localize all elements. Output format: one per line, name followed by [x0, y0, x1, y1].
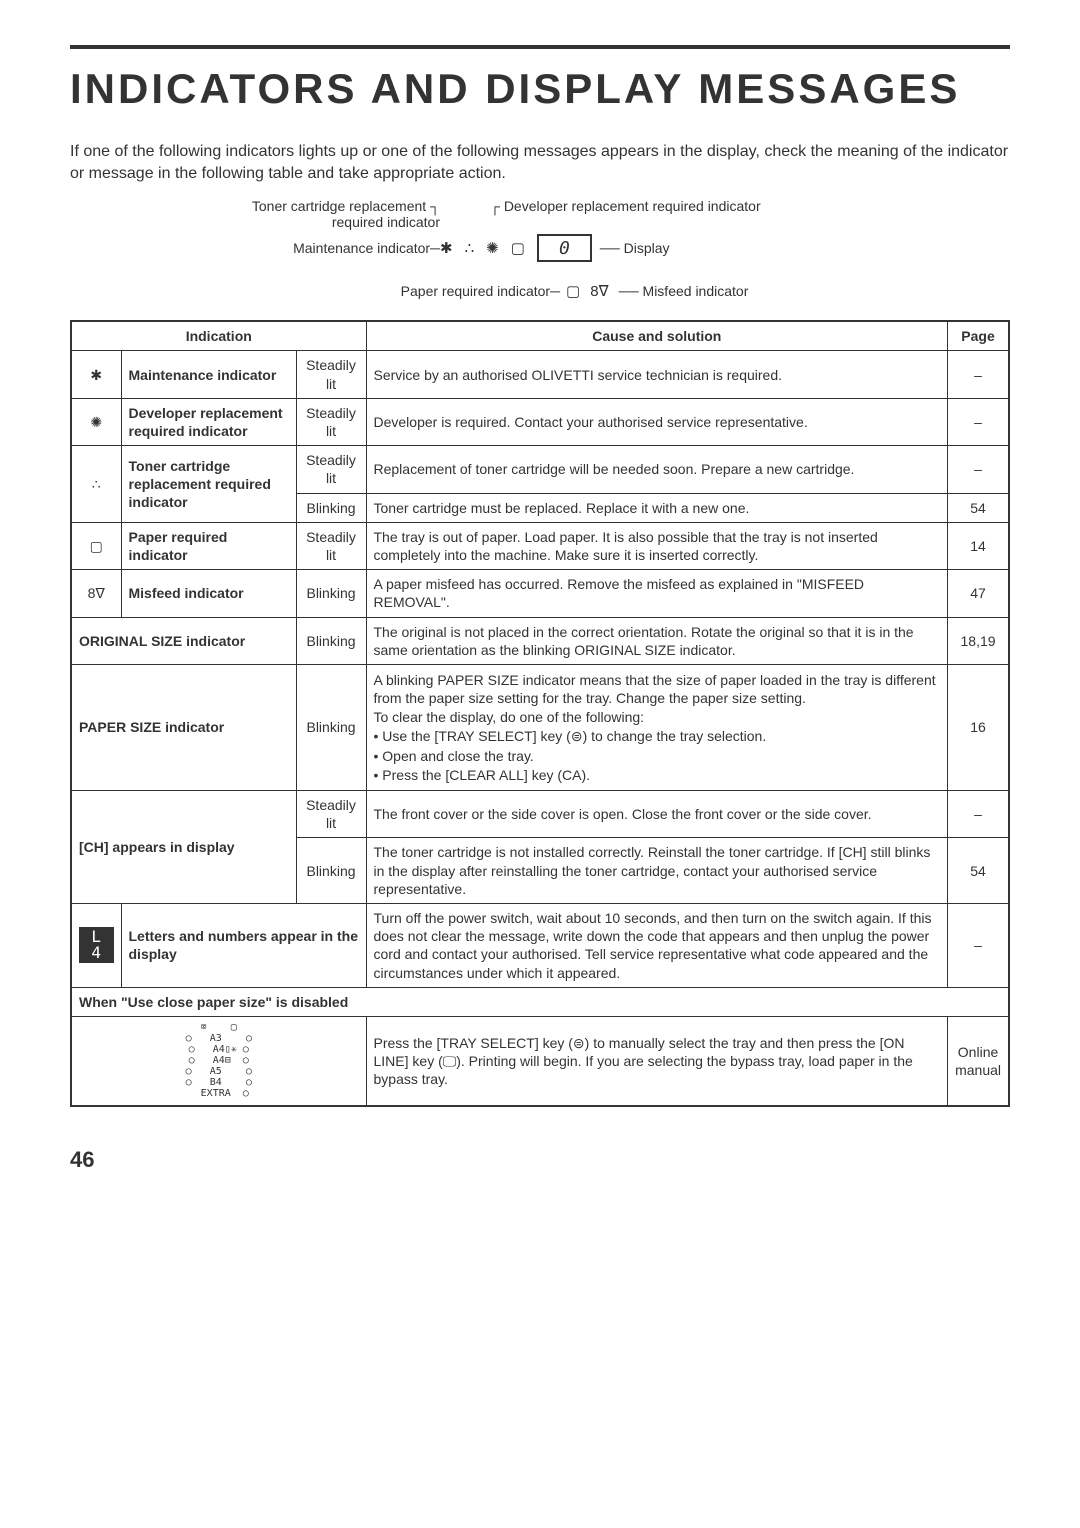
- row-paper: ▢ Paper required indicator Steadily lit …: [71, 522, 1009, 569]
- toner-page-a: –: [948, 446, 1009, 493]
- ch-state-b: Blinking: [296, 838, 366, 904]
- maintenance-row-icon: ✱: [90, 367, 102, 383]
- toner-state-b: Blinking: [296, 493, 366, 522]
- toner-state-a: Steadily lit: [296, 446, 366, 493]
- developer-cause: Developer is required. Contact your auth…: [366, 398, 948, 445]
- maintenance-label: Maintenance indicator: [293, 240, 430, 256]
- misfeed-page: 47: [948, 570, 1009, 617]
- toner-label-2: required indicator: [332, 214, 440, 230]
- maintenance-icon: ✱: [440, 239, 453, 257]
- row-letters: L 4 Letters and numbers appear in the di…: [71, 903, 1009, 987]
- row-developer: ✺ Developer replacement required indicat…: [71, 398, 1009, 445]
- display-box: 0: [537, 234, 592, 262]
- row-paper-size: PAPER SIZE indicator Blinking A blinking…: [71, 664, 1009, 790]
- indicator-diagram: Toner cartridge replacement ┐ required i…: [190, 198, 890, 300]
- paper-name: Paper required indicator: [121, 522, 296, 569]
- row-closepaper-header: When "Use close paper size" is disabled: [71, 987, 1009, 1016]
- misfeed-cause: A paper misfeed has occurred. Remove the…: [366, 570, 948, 617]
- tray-icon: ▢: [511, 239, 525, 257]
- papersize-page: 16: [948, 664, 1009, 790]
- closepaper-page: Online manual: [948, 1016, 1009, 1106]
- papersize-state: Blinking: [296, 664, 366, 790]
- letters-name: Letters and numbers appear in the displa…: [121, 903, 366, 987]
- orig-name: ORIGINAL SIZE indicator: [71, 617, 296, 664]
- letters-cause: Turn off the power switch, wait about 10…: [366, 903, 948, 987]
- misfeed-name: Misfeed indicator: [121, 570, 296, 617]
- ch-cause-b: The toner cartridge is not installed cor…: [366, 838, 948, 904]
- toner-icon: ∴: [465, 239, 475, 257]
- paper-row-icon: ▢: [90, 538, 103, 554]
- indicator-table: Indication Cause and solution Page ✱ Mai…: [70, 320, 1010, 1107]
- misfeed-label: Misfeed indicator: [643, 283, 749, 299]
- top-rule: [70, 45, 1010, 49]
- developer-row-icon: ✺: [90, 414, 102, 430]
- paper-tray-icon: ▢: [566, 282, 580, 300]
- row-misfeed: 8ᐁ Misfeed indicator Blinking A paper mi…: [71, 570, 1009, 617]
- display-label: Display: [624, 240, 670, 256]
- row-ch-lit: [CH] appears in display Steadily lit The…: [71, 791, 1009, 838]
- orig-cause: The original is not placed in the correc…: [366, 617, 948, 664]
- table-header-row: Indication Cause and solution Page: [71, 321, 1009, 351]
- maintenance-page: –: [948, 351, 1009, 398]
- row-toner-lit: ∴ Toner cartridge replacement required i…: [71, 446, 1009, 493]
- letters-page: –: [948, 903, 1009, 987]
- toner-label-1: Toner cartridge replacement: [252, 198, 426, 214]
- panel-mini-icon: ⌧ ▢ ○ A3 ○ ○ A4▯✳ ○ ○ A4⊟ ○ ○ A5 ○ ○ B4 …: [186, 1022, 252, 1099]
- closepaper-cause: Press the [TRAY SELECT] key (⊜) to manua…: [366, 1016, 948, 1106]
- toner-cause-a: Replacement of toner cartridge will be n…: [366, 446, 948, 493]
- misfeed-state: Blinking: [296, 570, 366, 617]
- developer-name: Developer replacement required indicator: [121, 398, 296, 445]
- ps-line-2: • Use the [TRAY SELECT] key (⊜) to chang…: [374, 728, 767, 744]
- paper-state: Steadily lit: [296, 522, 366, 569]
- ch-state-a: Steadily lit: [296, 791, 366, 838]
- ch-page-a: –: [948, 791, 1009, 838]
- segment-display-icon: L 4: [79, 927, 114, 963]
- maintenance-name: Maintenance indicator: [121, 351, 296, 398]
- row-maintenance: ✱ Maintenance indicator Steadily lit Ser…: [71, 351, 1009, 398]
- ps-line-1: To clear the display, do one of the foll…: [374, 708, 941, 726]
- dev-replacement-label: Developer replacement required indicator: [504, 198, 761, 214]
- page-title: INDICATORS AND DISPLAY MESSAGES: [70, 67, 1010, 111]
- orig-page: 18,19: [948, 617, 1009, 664]
- papersize-cause: A blinking PAPER SIZE indicator means th…: [366, 664, 948, 790]
- misfeed-row-icon: 8ᐁ: [88, 585, 105, 601]
- intro-text: If one of the following indicators light…: [70, 141, 1010, 184]
- developer-icon: ✺: [486, 239, 499, 257]
- ps-line-0: A blinking PAPER SIZE indicator means th…: [374, 671, 941, 707]
- toner-row-icon: ∴: [92, 476, 101, 492]
- toner-cause-b: Toner cartridge must be replaced. Replac…: [366, 493, 948, 522]
- orig-state: Blinking: [296, 617, 366, 664]
- maintenance-cause: Service by an authorised OLIVETTI servic…: [366, 351, 948, 398]
- header-indication: Indication: [71, 321, 366, 351]
- developer-state: Steadily lit: [296, 398, 366, 445]
- row-closepaper: ⌧ ▢ ○ A3 ○ ○ A4▯✳ ○ ○ A4⊟ ○ ○ A5 ○ ○ B4 …: [71, 1016, 1009, 1106]
- toner-page-b: 54: [948, 493, 1009, 522]
- ps-line-3: • Open and close the tray.: [374, 747, 941, 765]
- ch-name: [CH] appears in display: [71, 791, 296, 904]
- row-original-size: ORIGINAL SIZE indicator Blinking The ori…: [71, 617, 1009, 664]
- misfeed-icon: 8ᐁ: [590, 282, 609, 300]
- maintenance-state: Steadily lit: [296, 351, 366, 398]
- toner-name: Toner cartridge replacement required ind…: [121, 446, 296, 523]
- header-cause: Cause and solution: [366, 321, 948, 351]
- papersize-name: PAPER SIZE indicator: [71, 664, 296, 790]
- ps-line-4: • Press the [CLEAR ALL] key (CA).: [374, 767, 591, 783]
- paper-page: 14: [948, 522, 1009, 569]
- page-number: 46: [70, 1147, 1010, 1173]
- ch-page-b: 54: [948, 838, 1009, 904]
- header-page: Page: [948, 321, 1009, 351]
- paper-req-label: Paper required indicator: [401, 283, 550, 299]
- ch-cause-a: The front cover or the side cover is ope…: [366, 791, 948, 838]
- closepaper-header: When "Use close paper size" is disabled: [71, 987, 1009, 1016]
- paper-cause: The tray is out of paper. Load paper. It…: [366, 522, 948, 569]
- developer-page: –: [948, 398, 1009, 445]
